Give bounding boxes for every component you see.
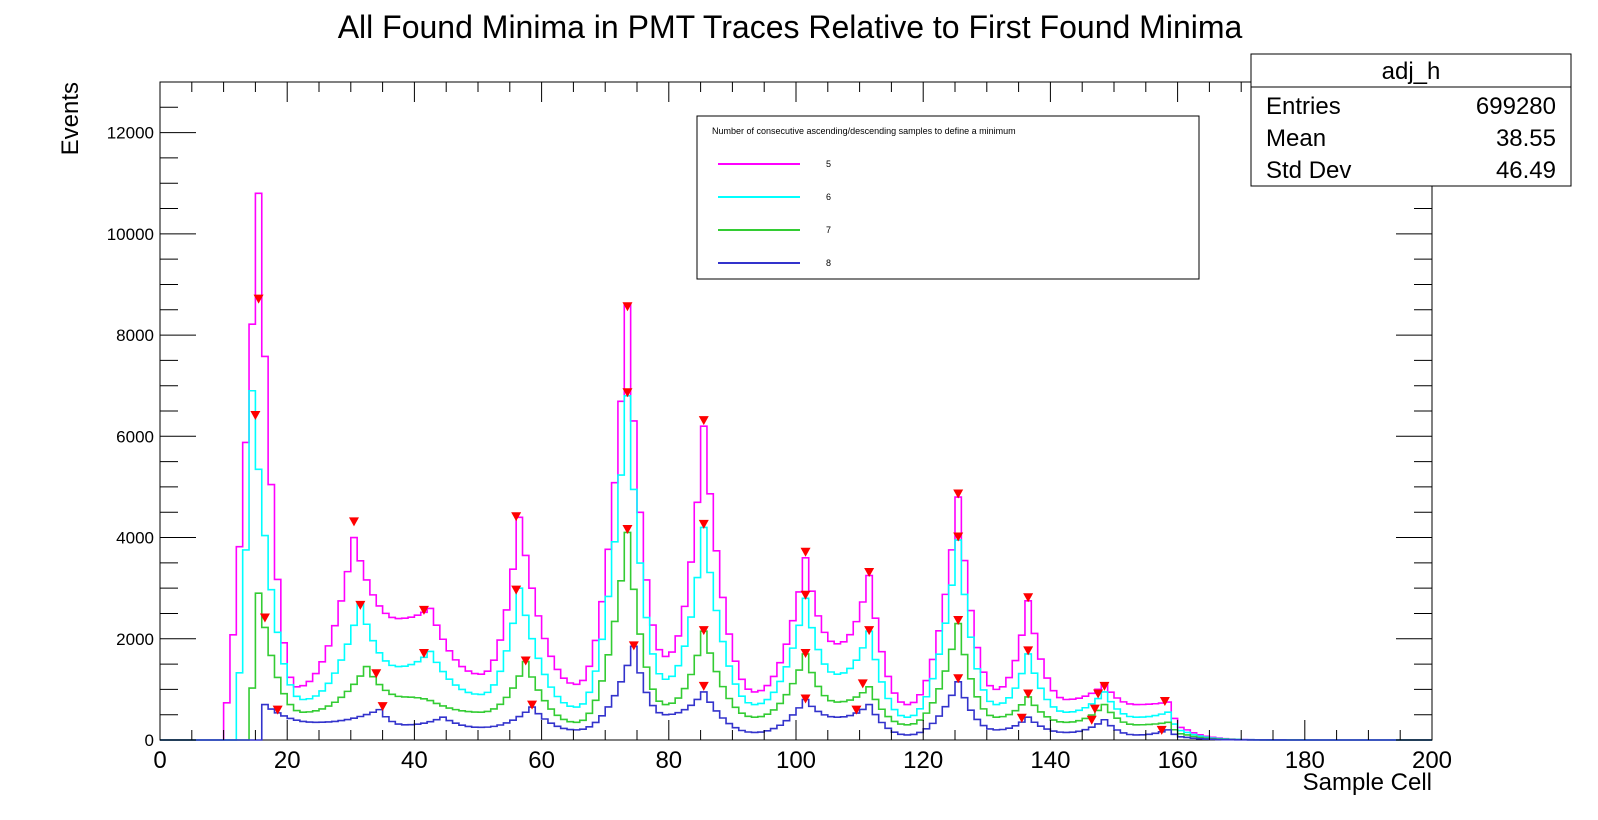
stats-mean-value: 38.55: [1496, 125, 1556, 152]
y-tick-label: 4000: [116, 529, 154, 548]
minimum-marker: [1023, 593, 1034, 603]
x-axis-label: Sample Cell: [1303, 769, 1432, 796]
stats-box: adj_h Entries 699280 Mean 38.55 Std Dev …: [1250, 53, 1572, 187]
y-tick-label: 0: [145, 731, 154, 750]
minimum-marker: [953, 674, 964, 684]
minimum-marker: [253, 294, 264, 304]
x-tick-label: 140: [1030, 747, 1070, 774]
legend-label-8: 8: [826, 258, 831, 268]
series-line-7: [160, 531, 1432, 741]
legend-label-6: 6: [826, 192, 831, 202]
stats-entries-value: 699280: [1476, 93, 1556, 120]
chart-title: All Found Minima in PMT Traces Relative …: [338, 9, 1243, 45]
minimum-marker: [418, 605, 429, 615]
minimum-marker: [272, 705, 283, 715]
legend: Number of consecutive ascending/descendi…: [696, 115, 1200, 280]
minimum-marker: [511, 512, 522, 522]
minimum-marker: [527, 700, 538, 710]
x-tick-label: 80: [655, 747, 682, 774]
minimum-marker: [371, 669, 382, 679]
y-tick-label: 10000: [107, 225, 154, 244]
plot-area: 0 20 40 60 80 100 120 140 160 180 200 0 2000 4000 600…: [107, 81, 1452, 774]
legend-label-5: 5: [826, 159, 831, 169]
minimum-marker: [622, 388, 633, 398]
y-axis-label: Events: [57, 82, 84, 155]
minimum-marker: [1093, 689, 1104, 699]
x-tick-label: 200: [1412, 747, 1452, 774]
x-tick-label: 180: [1285, 747, 1325, 774]
legend-title: Number of consecutive ascending/descendi…: [712, 126, 1016, 136]
minimum-marker: [698, 519, 709, 529]
minimum-marker: [418, 648, 429, 658]
x-axis-ticks: 0 20 40 60 80 100 120 140 160 180 200: [153, 82, 1452, 774]
minimum-marker: [1023, 689, 1034, 699]
minimum-marker: [1016, 713, 1027, 723]
minimum-marker: [851, 705, 862, 715]
legend-label-7: 7: [826, 225, 831, 235]
minimum-marker: [1089, 704, 1100, 714]
minimum-marker: [953, 616, 964, 626]
y-tick-label: 6000: [116, 427, 154, 446]
stats-stddev-label: Std Dev: [1266, 157, 1351, 184]
minima-markers: [250, 294, 1170, 735]
y-tick-label: 8000: [116, 326, 154, 345]
minimum-marker: [698, 681, 709, 691]
x-tick-label: 40: [401, 747, 428, 774]
minimum-marker: [1159, 697, 1170, 707]
minimum-marker: [511, 585, 522, 595]
minimum-marker: [698, 626, 709, 636]
y-tick-label: 12000: [107, 124, 154, 143]
minimum-marker: [800, 590, 811, 600]
minimum-marker: [800, 694, 811, 704]
minimum-marker: [355, 600, 366, 610]
minimum-marker: [520, 656, 531, 666]
x-tick-label: 160: [1158, 747, 1198, 774]
x-tick-label: 0: [153, 747, 166, 774]
minimum-marker: [1086, 715, 1097, 725]
minimum-marker: [864, 626, 875, 636]
series-line-6: [160, 389, 1432, 741]
minimum-marker: [800, 547, 811, 557]
x-tick-label: 60: [528, 747, 555, 774]
minimum-marker: [1156, 725, 1167, 735]
minimum-marker: [628, 641, 639, 651]
legend-entries: 5 6 7 8: [718, 159, 831, 268]
histogram-series: [160, 192, 1432, 741]
stats-mean-label: Mean: [1266, 125, 1326, 152]
minimum-marker: [348, 517, 359, 527]
stats-entries-label: Entries: [1266, 93, 1341, 120]
y-axis-ticks: 0 2000 4000 6000 8000 10000 12000: [107, 81, 1432, 750]
minimum-marker: [857, 679, 868, 689]
minimum-marker: [622, 302, 633, 312]
stats-stddev-value: 46.49: [1496, 157, 1556, 184]
minimum-marker: [622, 524, 633, 534]
minimum-marker: [864, 567, 875, 577]
minimum-marker: [800, 648, 811, 658]
minimum-marker: [259, 613, 270, 623]
x-tick-label: 20: [274, 747, 301, 774]
minimum-marker: [953, 532, 964, 542]
minimum-marker: [1023, 646, 1034, 656]
x-tick-label: 120: [903, 747, 943, 774]
minimum-marker: [377, 702, 388, 712]
stats-box-frame: [1250, 53, 1572, 187]
y-tick-label: 2000: [116, 630, 154, 649]
minimum-marker: [1099, 681, 1110, 691]
series-line-8: [160, 645, 1432, 741]
series-line-5: [160, 192, 1432, 741]
minimum-marker: [953, 489, 964, 499]
stats-box-name: adj_h: [1382, 58, 1441, 85]
x-tick-label: 100: [776, 747, 816, 774]
minimum-marker: [698, 416, 709, 426]
minimum-marker: [250, 411, 261, 421]
